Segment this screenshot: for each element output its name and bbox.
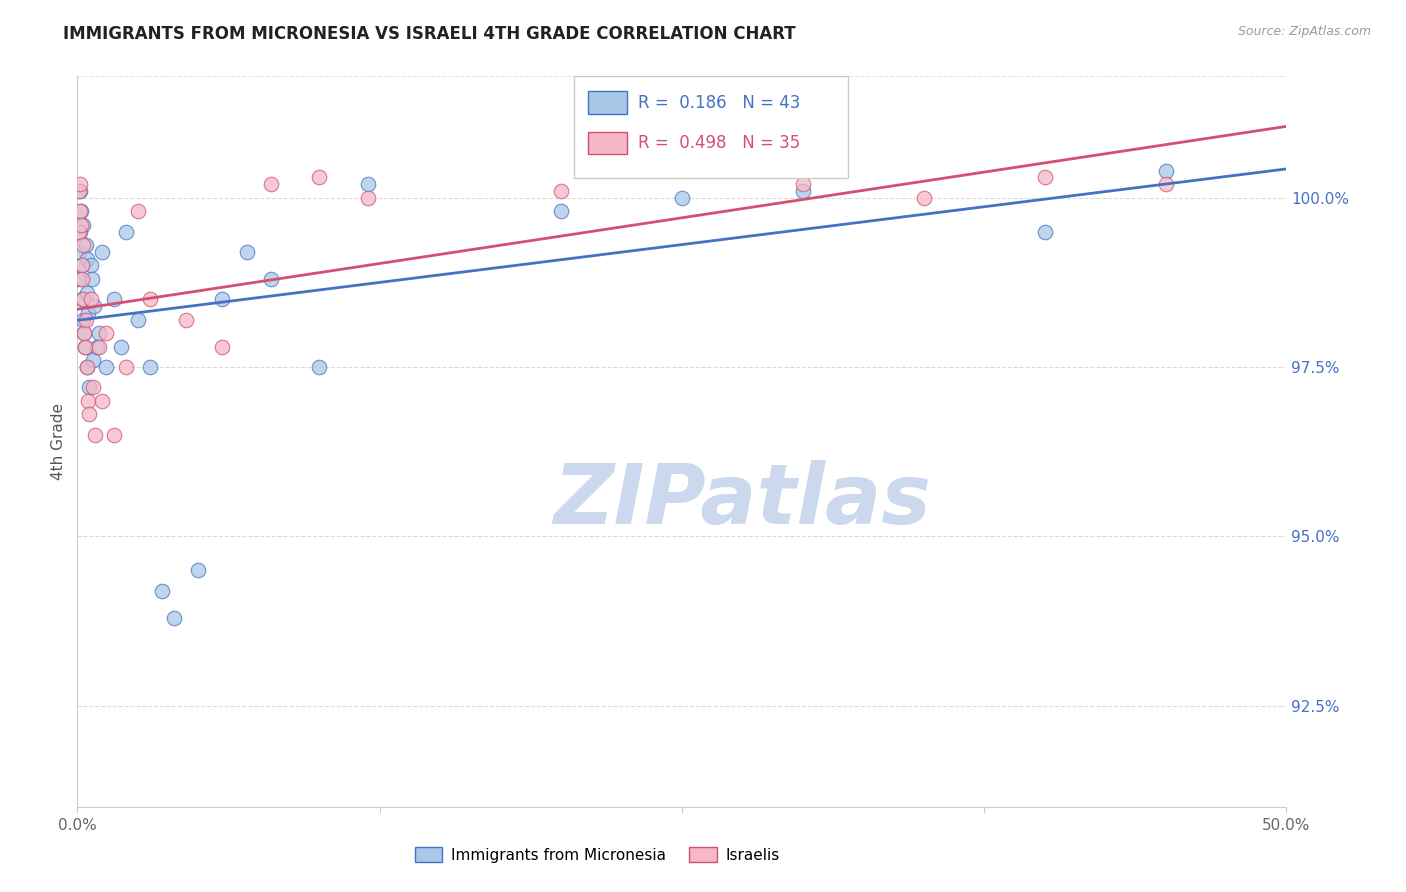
Point bbox=[70, 259, 93, 273]
Point bbox=[174, 312, 197, 326]
Point bbox=[1033, 225, 1056, 239]
Point bbox=[87, 340, 110, 354]
Point bbox=[69, 225, 91, 239]
Point bbox=[69, 204, 91, 219]
Point bbox=[912, 191, 935, 205]
Point bbox=[72, 312, 94, 326]
Point bbox=[73, 340, 96, 354]
Point bbox=[76, 285, 98, 300]
Point bbox=[114, 225, 136, 239]
Point bbox=[187, 563, 209, 577]
Point bbox=[139, 293, 162, 307]
Text: R =  0.186   N = 43: R = 0.186 N = 43 bbox=[638, 94, 800, 112]
Point bbox=[67, 225, 90, 239]
Text: IMMIGRANTS FROM MICRONESIA VS ISRAELI 4TH GRADE CORRELATION CHART: IMMIGRANTS FROM MICRONESIA VS ISRAELI 4T… bbox=[63, 25, 796, 43]
Point bbox=[87, 326, 110, 341]
Point bbox=[550, 184, 572, 198]
Point bbox=[76, 252, 98, 266]
Point bbox=[70, 272, 93, 286]
Point bbox=[82, 353, 104, 368]
Point bbox=[83, 299, 105, 313]
Point bbox=[1154, 163, 1177, 178]
Point bbox=[127, 312, 149, 326]
Y-axis label: 4th Grade: 4th Grade bbox=[51, 403, 66, 480]
Point bbox=[73, 326, 96, 341]
Point bbox=[792, 184, 814, 198]
Point bbox=[96, 326, 118, 341]
Point bbox=[86, 340, 108, 354]
Legend: Immigrants from Micronesia, Israelis: Immigrants from Micronesia, Israelis bbox=[408, 841, 786, 869]
Point bbox=[235, 244, 257, 259]
Point bbox=[163, 610, 186, 624]
Point bbox=[75, 238, 97, 252]
Point bbox=[110, 340, 132, 354]
Point bbox=[73, 326, 96, 341]
Point bbox=[69, 177, 91, 191]
Point bbox=[90, 393, 112, 408]
Point bbox=[70, 218, 93, 232]
Point bbox=[103, 427, 125, 442]
Point bbox=[211, 293, 233, 307]
Point bbox=[79, 408, 101, 422]
Point bbox=[69, 184, 91, 198]
Text: ZIPatlas: ZIPatlas bbox=[554, 459, 931, 541]
Point bbox=[1033, 170, 1056, 185]
Point bbox=[127, 204, 149, 219]
Point bbox=[72, 218, 94, 232]
Text: Source: ZipAtlas.com: Source: ZipAtlas.com bbox=[1237, 25, 1371, 38]
Point bbox=[260, 272, 283, 286]
Point bbox=[67, 244, 90, 259]
Point bbox=[308, 170, 330, 185]
Point bbox=[77, 306, 100, 320]
Point bbox=[308, 359, 330, 374]
Point bbox=[211, 340, 233, 354]
Point bbox=[356, 191, 378, 205]
Point bbox=[76, 359, 98, 374]
Point bbox=[139, 359, 162, 374]
Point bbox=[84, 427, 107, 442]
Point bbox=[70, 204, 93, 219]
Point bbox=[73, 340, 96, 354]
Point bbox=[67, 272, 90, 286]
Point bbox=[96, 359, 118, 374]
Point bbox=[150, 583, 173, 598]
Point bbox=[77, 393, 100, 408]
Point bbox=[792, 177, 814, 191]
Point bbox=[114, 359, 136, 374]
Point bbox=[103, 293, 125, 307]
Point bbox=[90, 244, 112, 259]
Point bbox=[70, 293, 93, 307]
Point bbox=[550, 204, 572, 219]
Point bbox=[1154, 177, 1177, 191]
Point bbox=[260, 177, 283, 191]
Point bbox=[356, 177, 378, 191]
Point bbox=[82, 380, 104, 394]
Point bbox=[72, 293, 94, 307]
Point bbox=[76, 359, 98, 374]
Point bbox=[80, 272, 103, 286]
Point bbox=[72, 238, 94, 252]
Point bbox=[79, 293, 101, 307]
Point bbox=[67, 184, 90, 198]
Point bbox=[70, 259, 93, 273]
Point bbox=[75, 312, 97, 326]
Text: R =  0.498   N = 35: R = 0.498 N = 35 bbox=[638, 134, 800, 152]
Point bbox=[79, 259, 101, 273]
Point bbox=[79, 380, 101, 394]
Point bbox=[671, 191, 693, 205]
